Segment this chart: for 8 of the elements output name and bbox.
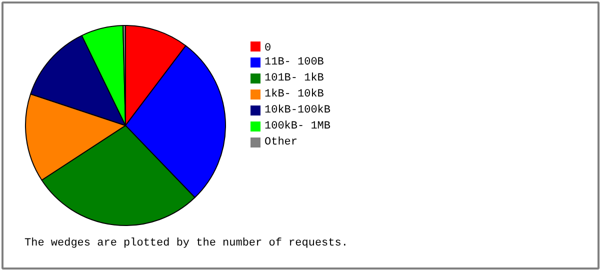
legend-label: 101B- 1kB (264, 72, 324, 84)
legend-label: 10kB-100kB (264, 104, 331, 116)
legend-label: Other (264, 136, 298, 148)
legend-label: 11B- 100B (264, 56, 324, 68)
legend-label: 0 (264, 42, 272, 54)
text: The wedges are plotted by the number of requests. (24, 238, 348, 250)
legend-label: 100kB- 1MB (264, 120, 331, 132)
legend-label: 1kB- 10kB (264, 88, 324, 100)
